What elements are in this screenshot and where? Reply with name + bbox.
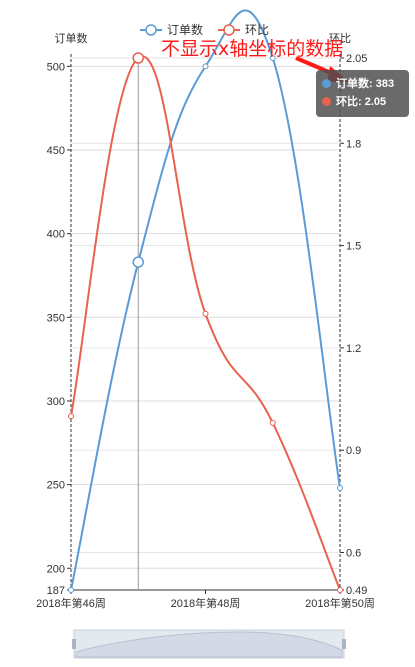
data-point bbox=[132, 52, 144, 64]
left-tick-label: 400 bbox=[47, 229, 65, 241]
datazoom-handle-left[interactable] bbox=[72, 639, 76, 649]
x-tick-label: 2018年第46周 bbox=[36, 596, 106, 610]
legend-marker[interactable] bbox=[145, 24, 157, 36]
right-tick-label: 1.5 bbox=[346, 241, 361, 253]
right-tick-label: 0.6 bbox=[346, 547, 361, 559]
right-tick-label: 1.8 bbox=[346, 138, 361, 150]
left-tick-label: 450 bbox=[47, 145, 65, 157]
x-tick-label: 2018年第50周 bbox=[305, 596, 375, 610]
data-point bbox=[132, 256, 144, 268]
data-point bbox=[68, 587, 74, 593]
right-tick-label: 2.05 bbox=[346, 53, 367, 65]
data-point bbox=[337, 484, 343, 491]
left-tick-label: 350 bbox=[47, 312, 65, 324]
x-tick-label: 2018年第48周 bbox=[171, 596, 241, 610]
right-tick-label: 1.2 bbox=[346, 343, 361, 355]
right-tick-label: 0.49 bbox=[346, 585, 367, 597]
legend-label[interactable]: 订单数 bbox=[167, 22, 203, 37]
right-tick-label: 0.9 bbox=[346, 445, 361, 457]
tooltip-orders-label: 订单数: 383 bbox=[336, 78, 395, 90]
series-line-ratio bbox=[70, 55, 341, 591]
data-point bbox=[337, 587, 343, 593]
tooltip-row-orders: 订单数: 383 bbox=[322, 77, 394, 91]
left-tick-label: 187 bbox=[47, 585, 65, 597]
tooltip-row-ratio: 环比: 2.05 bbox=[322, 95, 386, 109]
tooltip-orders-dot bbox=[322, 79, 331, 88]
data-point bbox=[269, 55, 276, 61]
annotation-text: 不显示x轴坐标的数据 bbox=[161, 38, 343, 60]
legend-marker[interactable] bbox=[223, 24, 235, 36]
left-tick-label: 500 bbox=[47, 61, 65, 73]
tooltip-ratio-dot bbox=[322, 97, 331, 106]
left-axis-name: 订单数 bbox=[55, 32, 88, 45]
right-axis-name: 环比 bbox=[329, 32, 351, 45]
chart-tooltip: 订单数: 383 环比: 2.05 bbox=[316, 70, 409, 117]
tooltip-ratio-label: 环比: 2.05 bbox=[336, 96, 387, 108]
left-tick-label: 250 bbox=[47, 480, 65, 492]
left-tick-label: 200 bbox=[47, 563, 65, 575]
data-point bbox=[202, 63, 209, 70]
data-point bbox=[269, 419, 276, 426]
series-line-orders bbox=[70, 9, 341, 591]
datazoom-preview-area bbox=[75, 631, 343, 658]
data-point bbox=[68, 413, 74, 420]
data-point bbox=[202, 310, 209, 317]
left-tick-label: 300 bbox=[47, 396, 65, 408]
legend-label[interactable]: 环比 bbox=[245, 23, 269, 37]
datazoom-handle-right[interactable] bbox=[342, 639, 346, 649]
